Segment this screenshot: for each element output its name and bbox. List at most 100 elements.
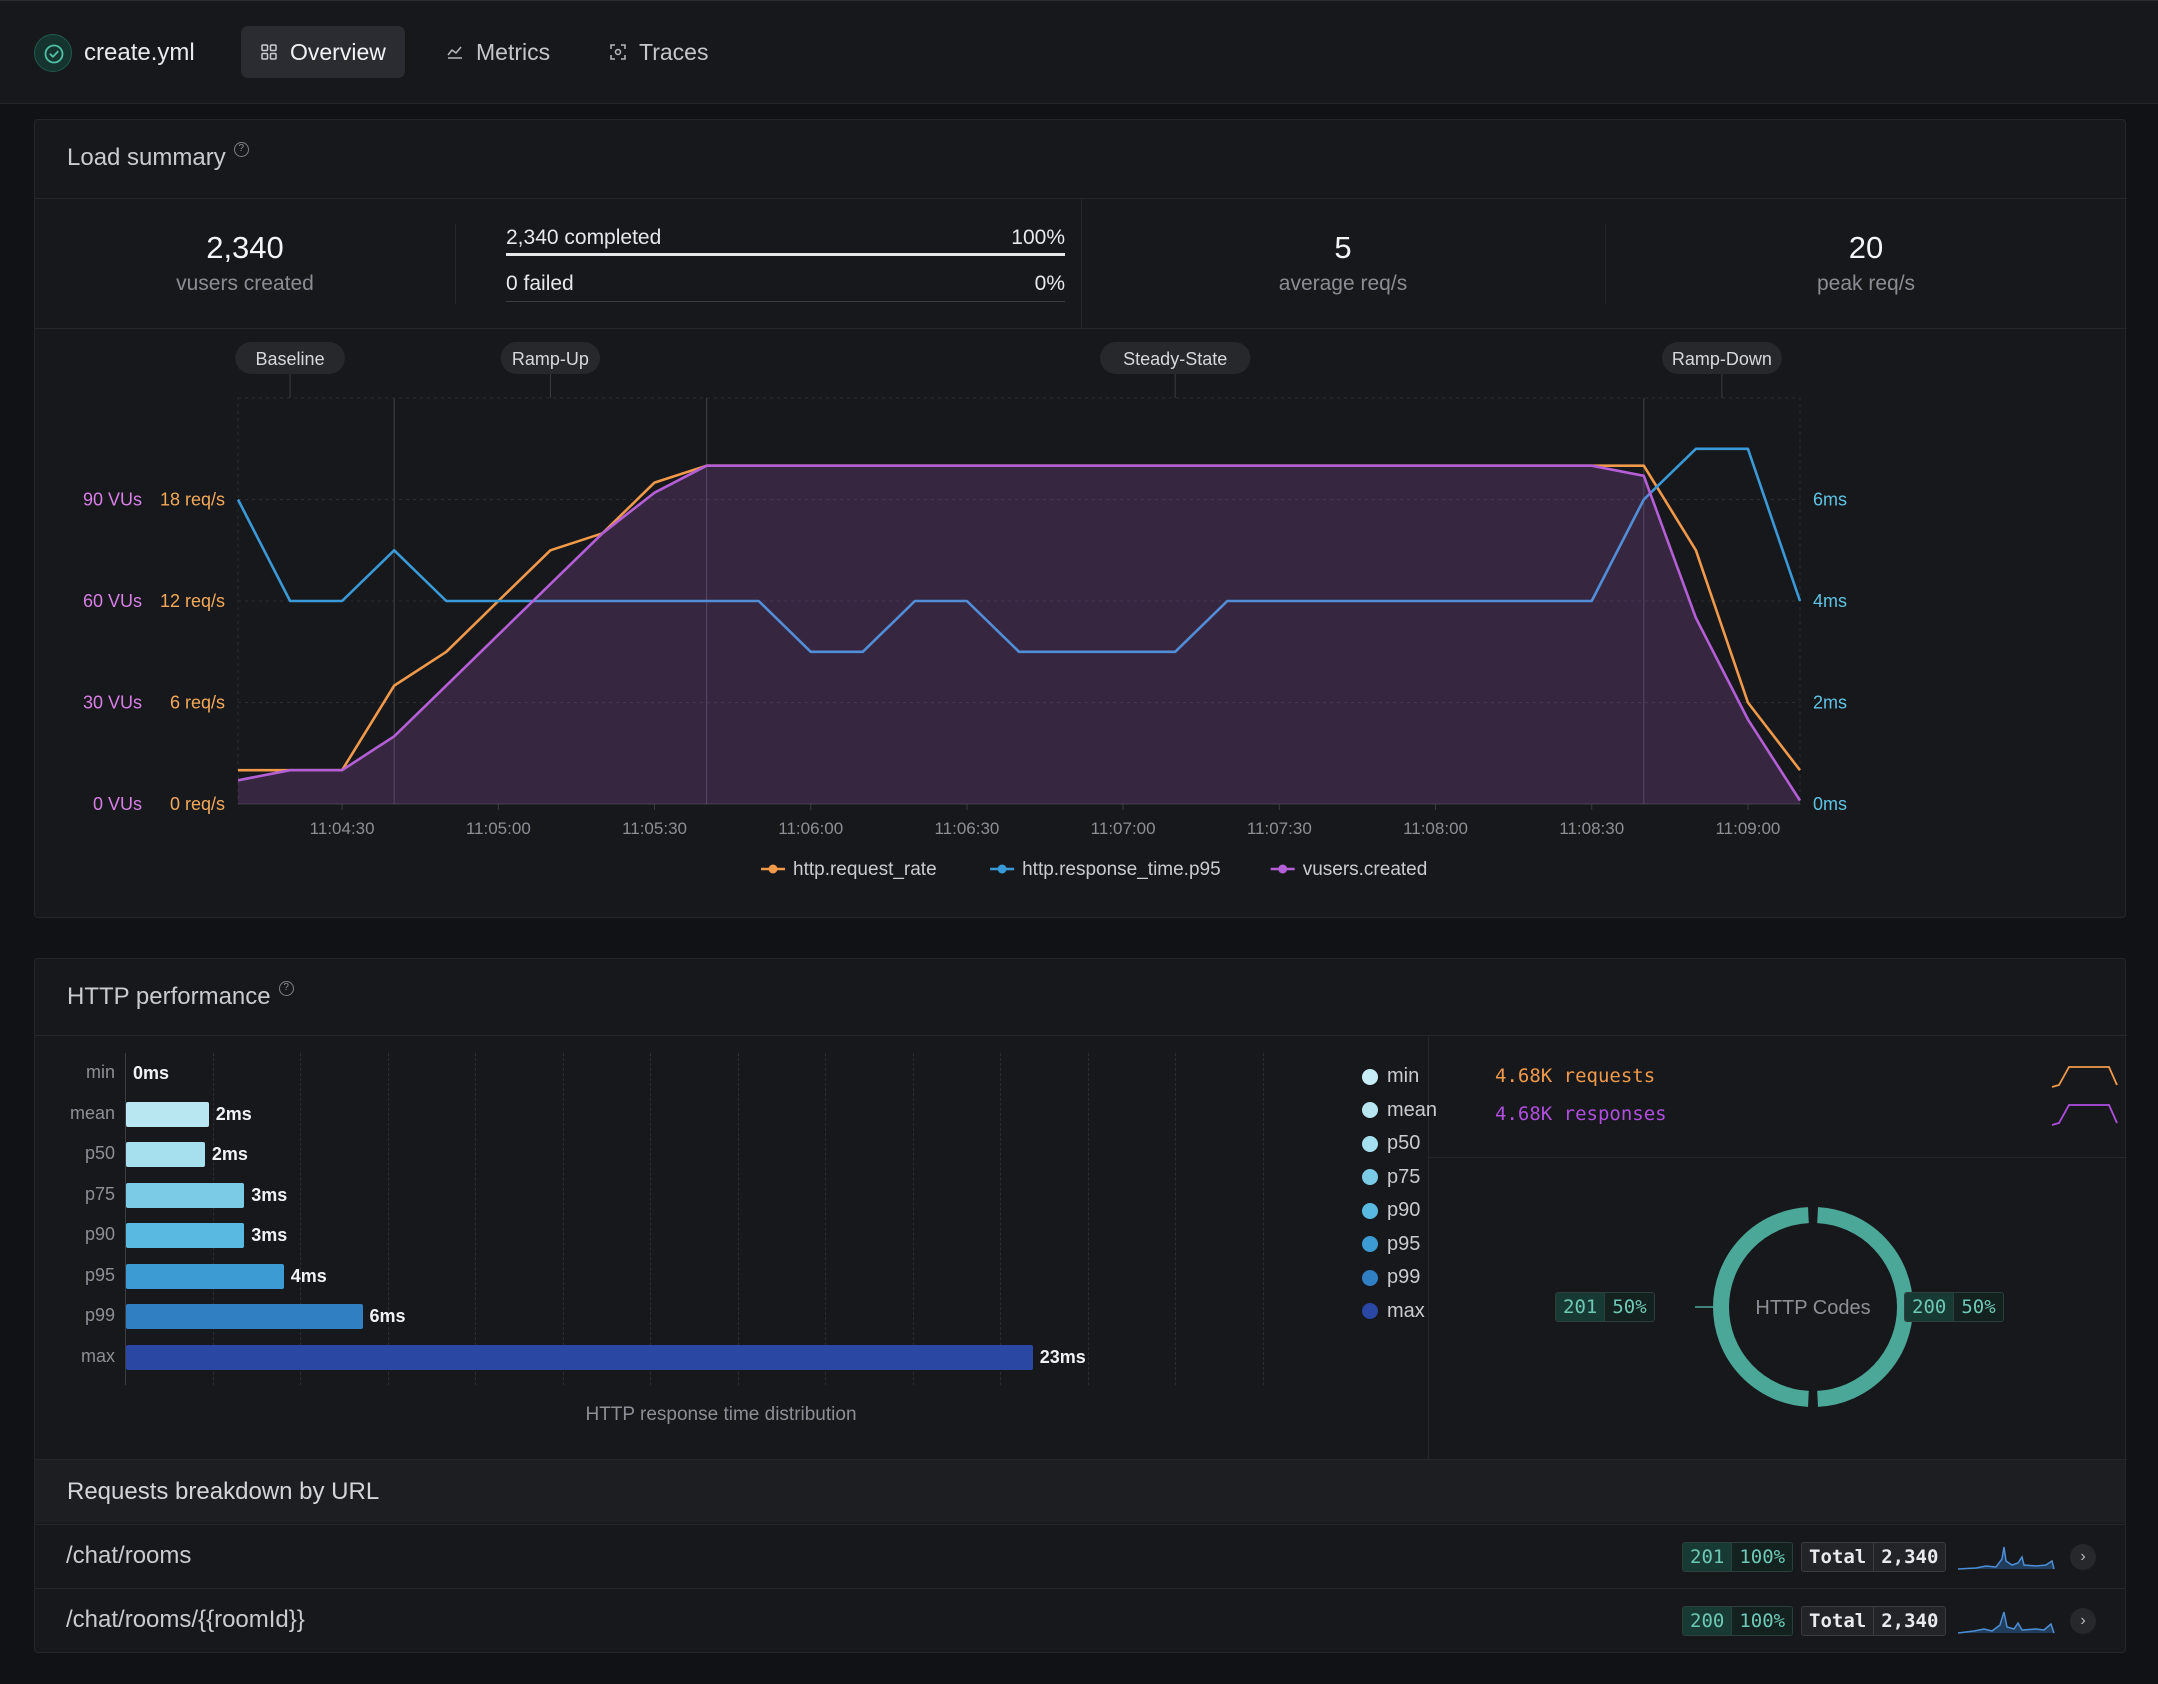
status-code-badge: 200 100% [1682,1606,1794,1636]
legend-label[interactable]: vusers.created [1303,859,1428,880]
response-time-bar[interactable] [126,1263,284,1289]
rate-tick-label: 18 req/s [160,490,225,510]
bar-category-label: min [85,1062,115,1082]
request-sparkline [1957,1611,2055,1634]
bar-category-label: mean [69,1102,115,1123]
completed-label: 2,340 completed [506,226,662,249]
legend-dot [1362,1169,1378,1185]
request-row[interactable]: /chat/rooms/{{roomId}} 200 100% Total 2,34… [34,1588,2126,1652]
rate-tick-label: 6 req/s [170,693,225,713]
response-time-bar[interactable] [126,1101,209,1127]
grid-line [1262,1053,1264,1385]
tab-label: Overview [290,38,386,65]
legend-label: min [1387,1065,1420,1087]
bar-category-label: max [80,1345,115,1366]
tab-label: Traces [639,38,709,65]
legend-item-mean[interactable]: mean [1362,1099,1437,1122]
tab-traces[interactable]: Traces [590,26,727,78]
http-performance-title: HTTP performance ? [67,981,294,1011]
tab-metrics[interactable]: Metrics [427,26,569,78]
help-icon[interactable]: ? [233,142,249,157]
legend-dot [1362,1269,1378,1286]
x-tick-label: 11:06:00 [778,819,843,838]
legend-label: p50 [1387,1132,1421,1154]
bar-category-label: p50 [84,1143,115,1163]
x-tick-label: 11:07:00 [1091,819,1156,838]
x-tick-label: 11:09:00 [1715,819,1780,838]
breakdown-header: Requests breakdown by URL [35,1460,2125,1523]
legend-label: p99 [1387,1266,1421,1288]
grid-line [737,1053,739,1385]
average-rate-value: 5 [1334,230,1352,265]
app-title: create.yml [84,39,195,66]
divider [1428,1035,1429,1459]
legend-dot [1362,1068,1378,1085]
response-time-bar[interactable] [126,1182,245,1208]
x-tick-label: 11:06:30 [934,819,999,838]
help-icon[interactable]: ? [278,981,294,996]
response-time-bar[interactable] [126,1304,363,1329]
request-row[interactable]: /chat/rooms 201 100% Total 2,340 › [34,1524,2126,1588]
phase-label-bg [500,342,601,374]
grid-line [650,1053,651,1385]
bar-value-label: 23ms [1039,1346,1086,1367]
bar-category-label: p75 [84,1183,115,1204]
phase-label-bg [235,342,345,374]
responses-count: 4.68K responses [1495,1103,1667,1125]
donut-title: HTTP Codes [1755,1297,1870,1319]
tab-overview[interactable]: Overview [241,26,405,78]
legend-item-p50[interactable]: p50 [1362,1132,1420,1155]
legend-item-p75[interactable]: p75 [1362,1166,1420,1189]
rt-tick-label: 4ms [1813,591,1847,611]
failed-pct: 0% [1034,272,1065,295]
scan-icon [610,44,626,60]
legend-label[interactable]: http.request_rate [793,859,937,880]
peak-rate-label: peak req/s [1816,272,1916,295]
phase-label: Steady-State [1123,349,1227,369]
response-time-chart-title: HTTP response time distribution [585,1404,857,1425]
request-url: /chat/rooms [66,1542,192,1569]
vus-tick-label: 30 VUs [83,693,142,713]
legend-marker [1278,864,1288,874]
vus-tick-label: 60 VUs [83,591,142,611]
grid-line [300,1053,301,1385]
legend-dot [1362,1236,1378,1252]
divider [1428,1157,2127,1158]
phase-label: Baseline [256,349,325,369]
grid-line [825,1053,826,1385]
response-time-bar[interactable] [126,1223,245,1248]
legend-label[interactable]: http.response_time.p95 [1022,859,1221,880]
breakdown-title: Requests breakdown by URL [67,1478,380,1505]
chevron-right-icon[interactable]: › [2070,1608,2096,1634]
divider [1605,224,1606,304]
grid-line [212,1053,214,1385]
load-chart: 0 req/s 6 req/s 12 req/s 18 req/s 0 VUs 30 VU… [83,342,1847,880]
chart-icon [447,46,462,59]
responses-sparkline [2051,1104,2118,1126]
chevron-right-icon[interactable]: › [2070,1544,2096,1570]
legend-item-p95[interactable]: p95 [1362,1233,1420,1256]
legend-item-p90[interactable]: p90 [1362,1199,1420,1222]
completed-progress [506,253,1065,256]
grid-line [1000,1053,1001,1385]
x-tick-label: 11:08:30 [1559,819,1624,838]
legend-item-min[interactable]: min [1362,1065,1419,1088]
legend-marker [768,864,778,874]
response-time-bar[interactable] [126,1344,1033,1370]
requests-sparkline [2051,1066,2118,1088]
grid-line [475,1053,476,1385]
x-tick-label: 11:04:30 [310,819,375,838]
total-badge: Total 2,340 [1801,1542,1947,1572]
legend-item-max[interactable]: max [1362,1300,1425,1323]
donut-slice[interactable] [1713,1207,1809,1407]
http-codes-donut: HTTP Codes [1695,1207,1931,1407]
legend-item-p99[interactable]: p99 [1362,1266,1420,1289]
bar-category-label: p90 [84,1224,115,1244]
response-time-bar[interactable] [126,1142,205,1167]
bar-category-label: p95 [84,1264,115,1285]
donut-slice[interactable] [1817,1207,1913,1407]
status-code-201-badge: 201 50% [1555,1292,1655,1322]
x-tick-label: 11:05:00 [466,819,531,838]
vusers-created-label: vusers created [176,272,314,295]
y-axis [125,1053,126,1385]
